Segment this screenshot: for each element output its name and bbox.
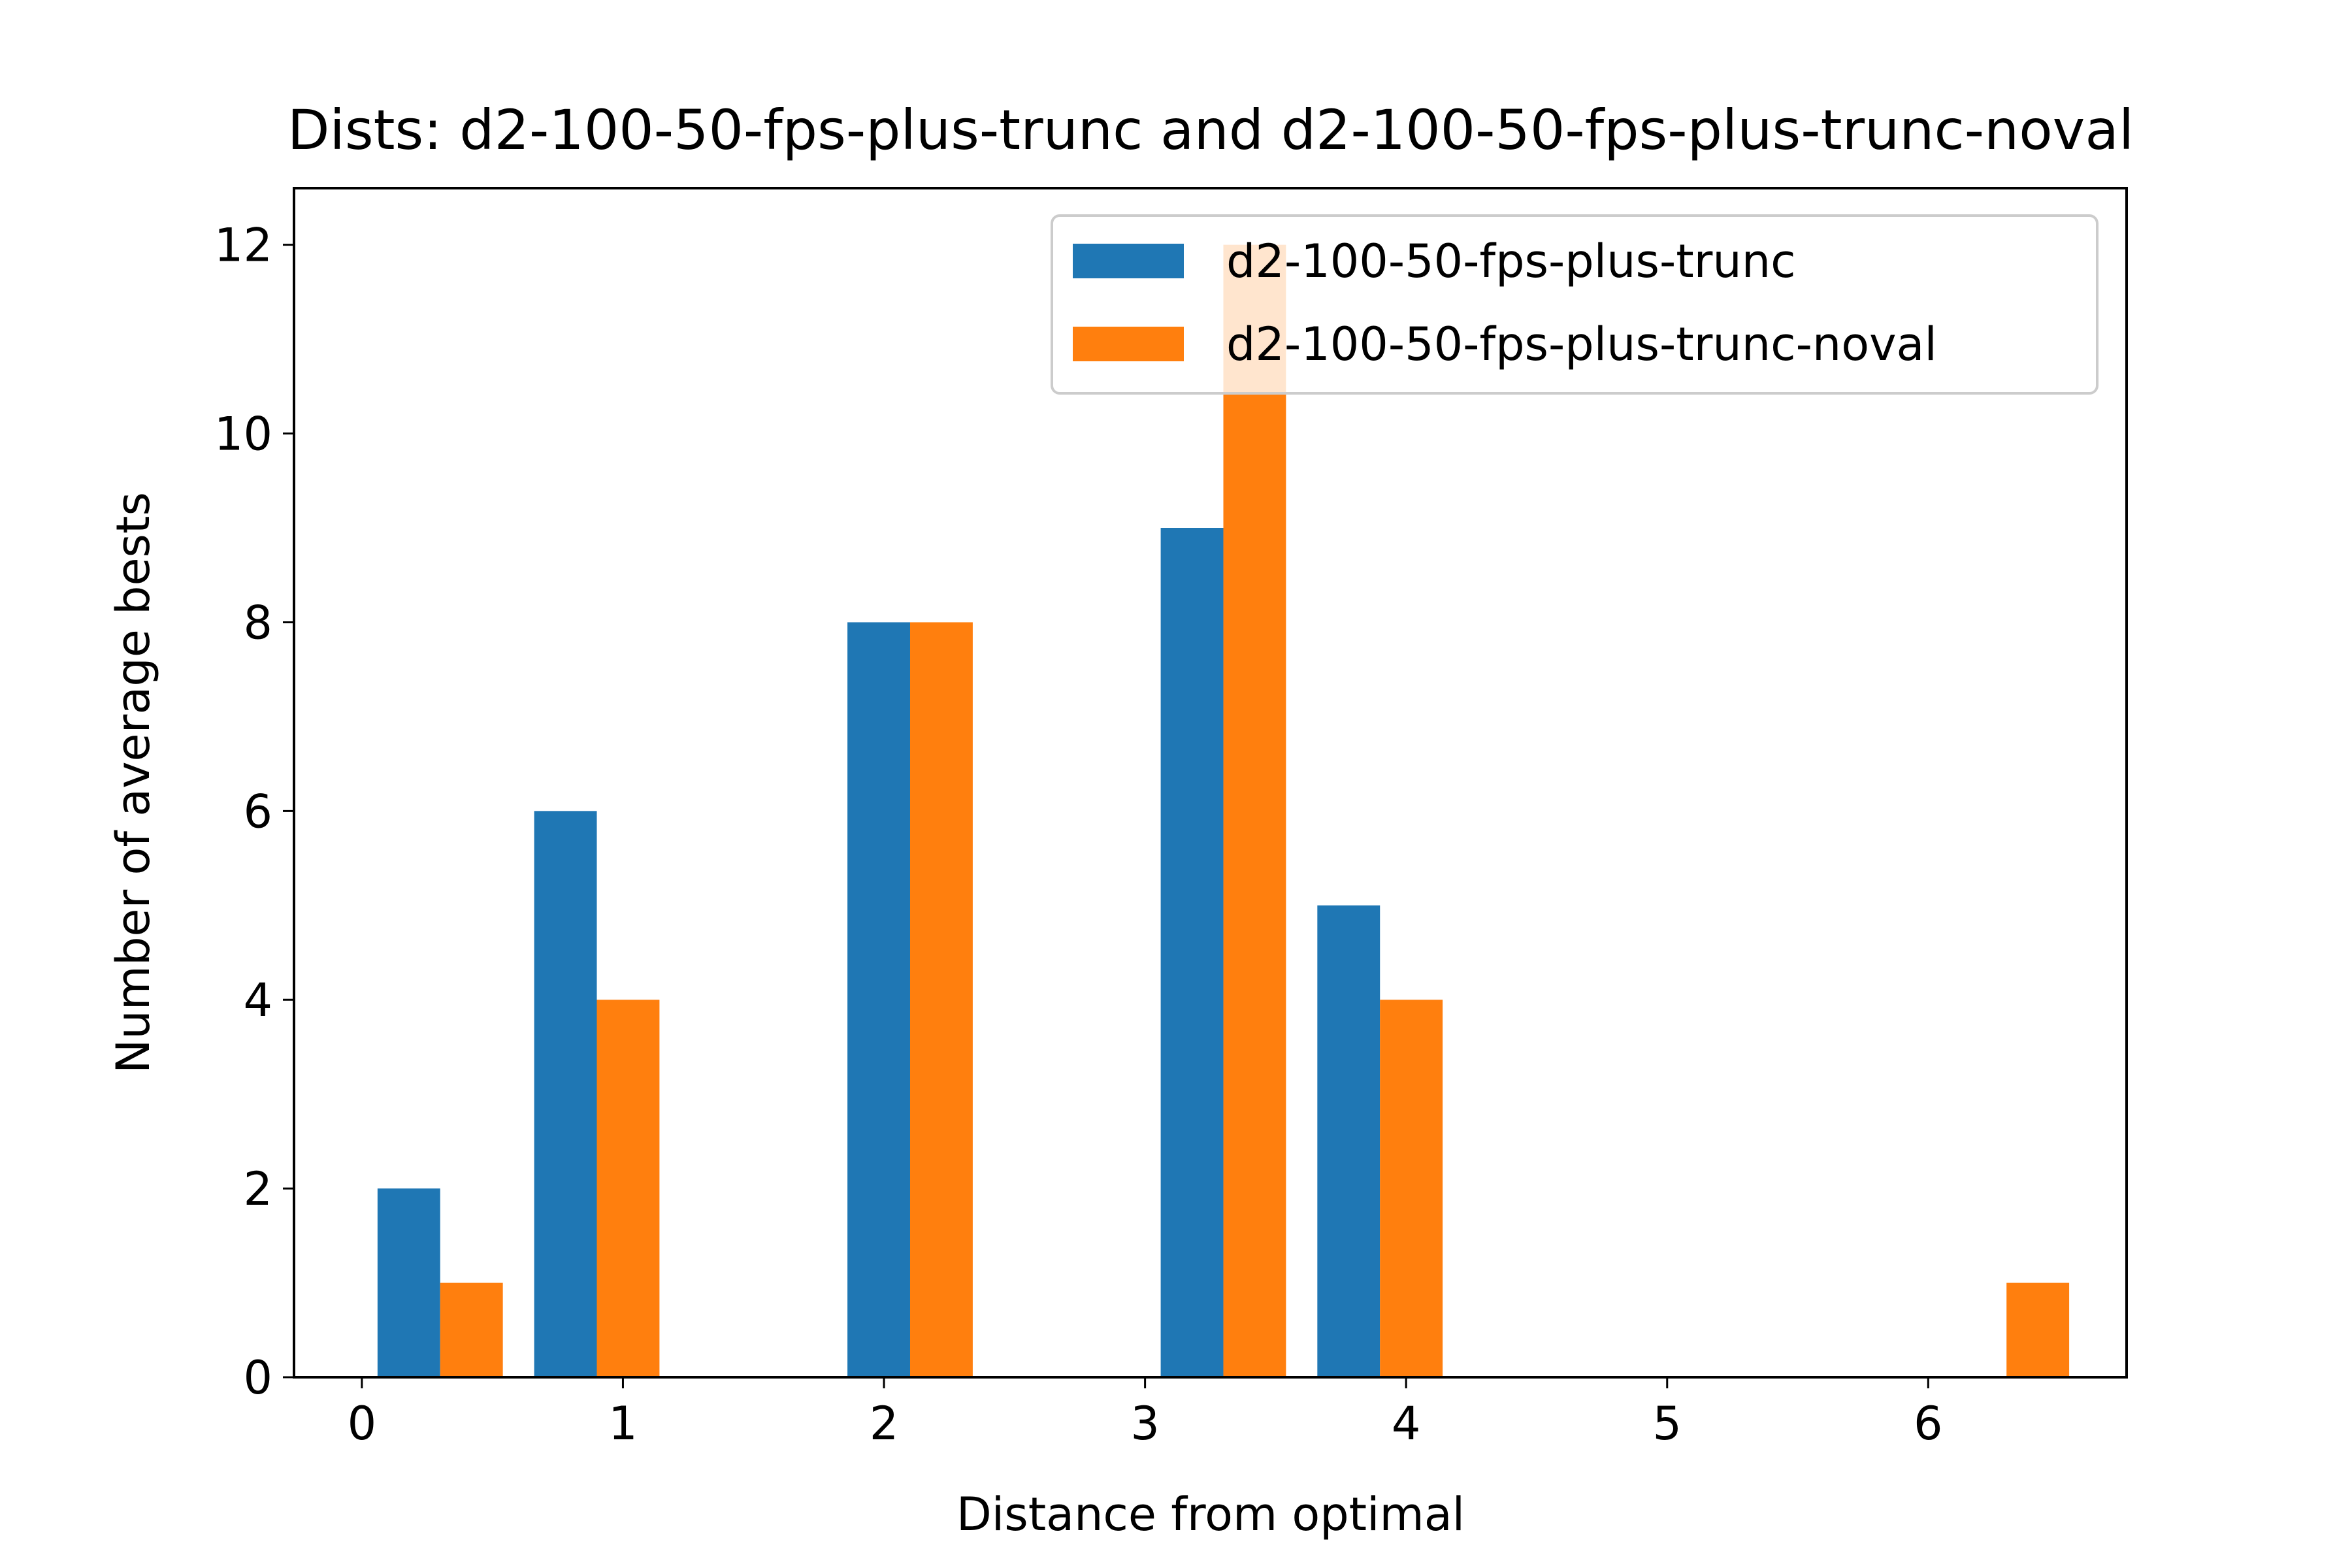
x-tick-label: 2 (870, 1397, 899, 1450)
y-tick-label: 12 (214, 219, 272, 272)
legend-label-series-1: d2-100-50-fps-plus-trunc (1226, 235, 1796, 288)
bar-series-2-bin-6 (2006, 1282, 2070, 1377)
legend: d2-100-50-fps-plus-trunc d2-100-50-fps-p… (1051, 214, 2099, 395)
bar-series-2-bin-4 (1223, 244, 1286, 1378)
bar-series-1-bin-4 (1160, 528, 1224, 1377)
legend-swatch-series-2 (1073, 327, 1184, 361)
y-tick-label: 6 (243, 785, 272, 838)
bar-series-1-bin-5 (1317, 905, 1380, 1377)
chart-title: Dists: d2-100-50-fps-plus-trunc and d2-1… (287, 98, 2134, 162)
x-tick-label: 4 (1392, 1397, 1421, 1450)
y-tick-label: 10 (214, 408, 272, 461)
plot-frame (293, 187, 2128, 1379)
x-tick-label: 1 (608, 1397, 638, 1450)
bar-series-2-bin-1 (440, 1282, 503, 1377)
legend-swatch-series-1 (1073, 244, 1184, 278)
y-axis-label: Number of average bests (106, 492, 160, 1073)
bars-layer (377, 244, 2070, 1378)
x-axis-ticks: 0 1 2 3 4 5 6 (348, 1377, 1943, 1450)
x-tick-label: 5 (1652, 1397, 1682, 1450)
y-tick-label: 0 (243, 1351, 272, 1405)
bar-series-1-bin-1 (377, 1188, 440, 1377)
y-tick-label: 8 (243, 596, 272, 649)
bar-series-2-bin-3 (909, 622, 973, 1377)
legend-frame (1051, 214, 2099, 395)
bar-series-2-bin-2 (596, 1000, 660, 1377)
legend-label-series-2: d2-100-50-fps-plus-trunc-noval (1226, 318, 1937, 371)
bar-series-2-bin-5 (1380, 1000, 1443, 1377)
y-axis-ticks: 0 2 4 6 8 10 12 (214, 219, 294, 1405)
x-tick-label: 6 (1914, 1397, 1943, 1450)
y-tick-label: 2 (243, 1162, 272, 1216)
y-tick-label: 4 (243, 973, 272, 1027)
bar-series-1-bin-3 (847, 622, 910, 1377)
bar-series-1-bin-2 (534, 811, 597, 1377)
x-tick-label: 3 (1130, 1397, 1160, 1450)
x-tick-label: 0 (348, 1397, 377, 1450)
x-axis-label: Distance from optimal (956, 1488, 1465, 1541)
